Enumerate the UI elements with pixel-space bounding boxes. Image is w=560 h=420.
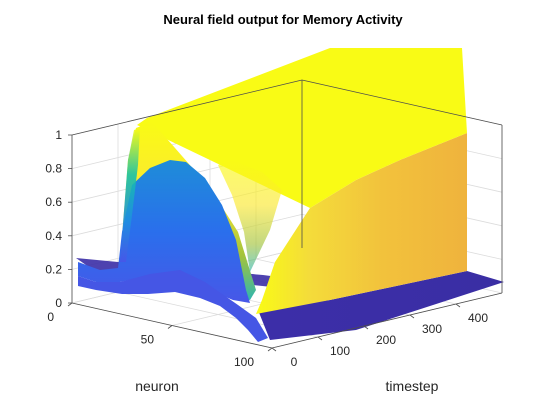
- axis-line-timestep: [271, 292, 503, 349]
- x-tick-label: 200: [376, 333, 396, 347]
- x-axis-label: timestep: [386, 378, 439, 394]
- y-tick-label: 50: [141, 333, 155, 347]
- tick-mark-x: [363, 325, 369, 330]
- tick-labels: 0 100 200 300 400 0 50 100 0 0.2 0.4 0.6 0.8 1: [45, 128, 488, 369]
- tick-mark-y: [167, 325, 173, 329]
- axis-box-top-back: [71, 79, 303, 136]
- tick-mark-y: [67, 302, 73, 307]
- x-tick-label: 0: [291, 355, 298, 369]
- surface-base-plane: [258, 271, 504, 340]
- z-tick-label: 0.6: [45, 195, 62, 209]
- tick-mark-y: [267, 347, 273, 352]
- tick-mark-x: [409, 314, 415, 319]
- x-tick-label: 400: [468, 311, 488, 325]
- z-tick-label: 0.2: [45, 262, 62, 276]
- z-tick-label: 1: [55, 128, 62, 142]
- x-tick-label: 100: [330, 344, 350, 358]
- surface-front-curve: [78, 270, 268, 342]
- y-axis-label: neuron: [135, 378, 179, 394]
- tick-mark-x: [317, 336, 323, 341]
- x-tick-label: 300: [422, 322, 442, 336]
- surface-layer: [76, 48, 504, 342]
- z-tick-label: 0.4: [45, 229, 62, 243]
- surface-bump: [78, 160, 250, 303]
- y-tick-label: 0: [47, 310, 54, 324]
- surface-plateau-edge: [120, 128, 140, 262]
- chart-title: Neural field output for Memory Activity: [163, 12, 403, 27]
- surface-right-flank: [256, 133, 467, 314]
- axes-box: [67, 79, 503, 352]
- tick-mark-x: [271, 347, 277, 352]
- tick-mark-x: [455, 303, 461, 308]
- z-tick-label: 0: [55, 296, 62, 310]
- y-tick-label: 100: [234, 355, 254, 369]
- axis-box-top-side: [301, 79, 503, 126]
- surface-drop-highlight: [218, 160, 282, 272]
- z-tick-label: 0.8: [45, 162, 62, 176]
